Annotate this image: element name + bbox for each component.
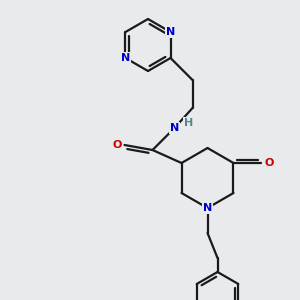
Text: N: N xyxy=(170,123,179,133)
Text: N: N xyxy=(203,203,212,213)
Text: H: H xyxy=(184,118,193,128)
Text: N: N xyxy=(166,27,175,37)
Text: O: O xyxy=(113,140,122,150)
Text: O: O xyxy=(265,158,274,168)
Text: N: N xyxy=(121,53,130,63)
